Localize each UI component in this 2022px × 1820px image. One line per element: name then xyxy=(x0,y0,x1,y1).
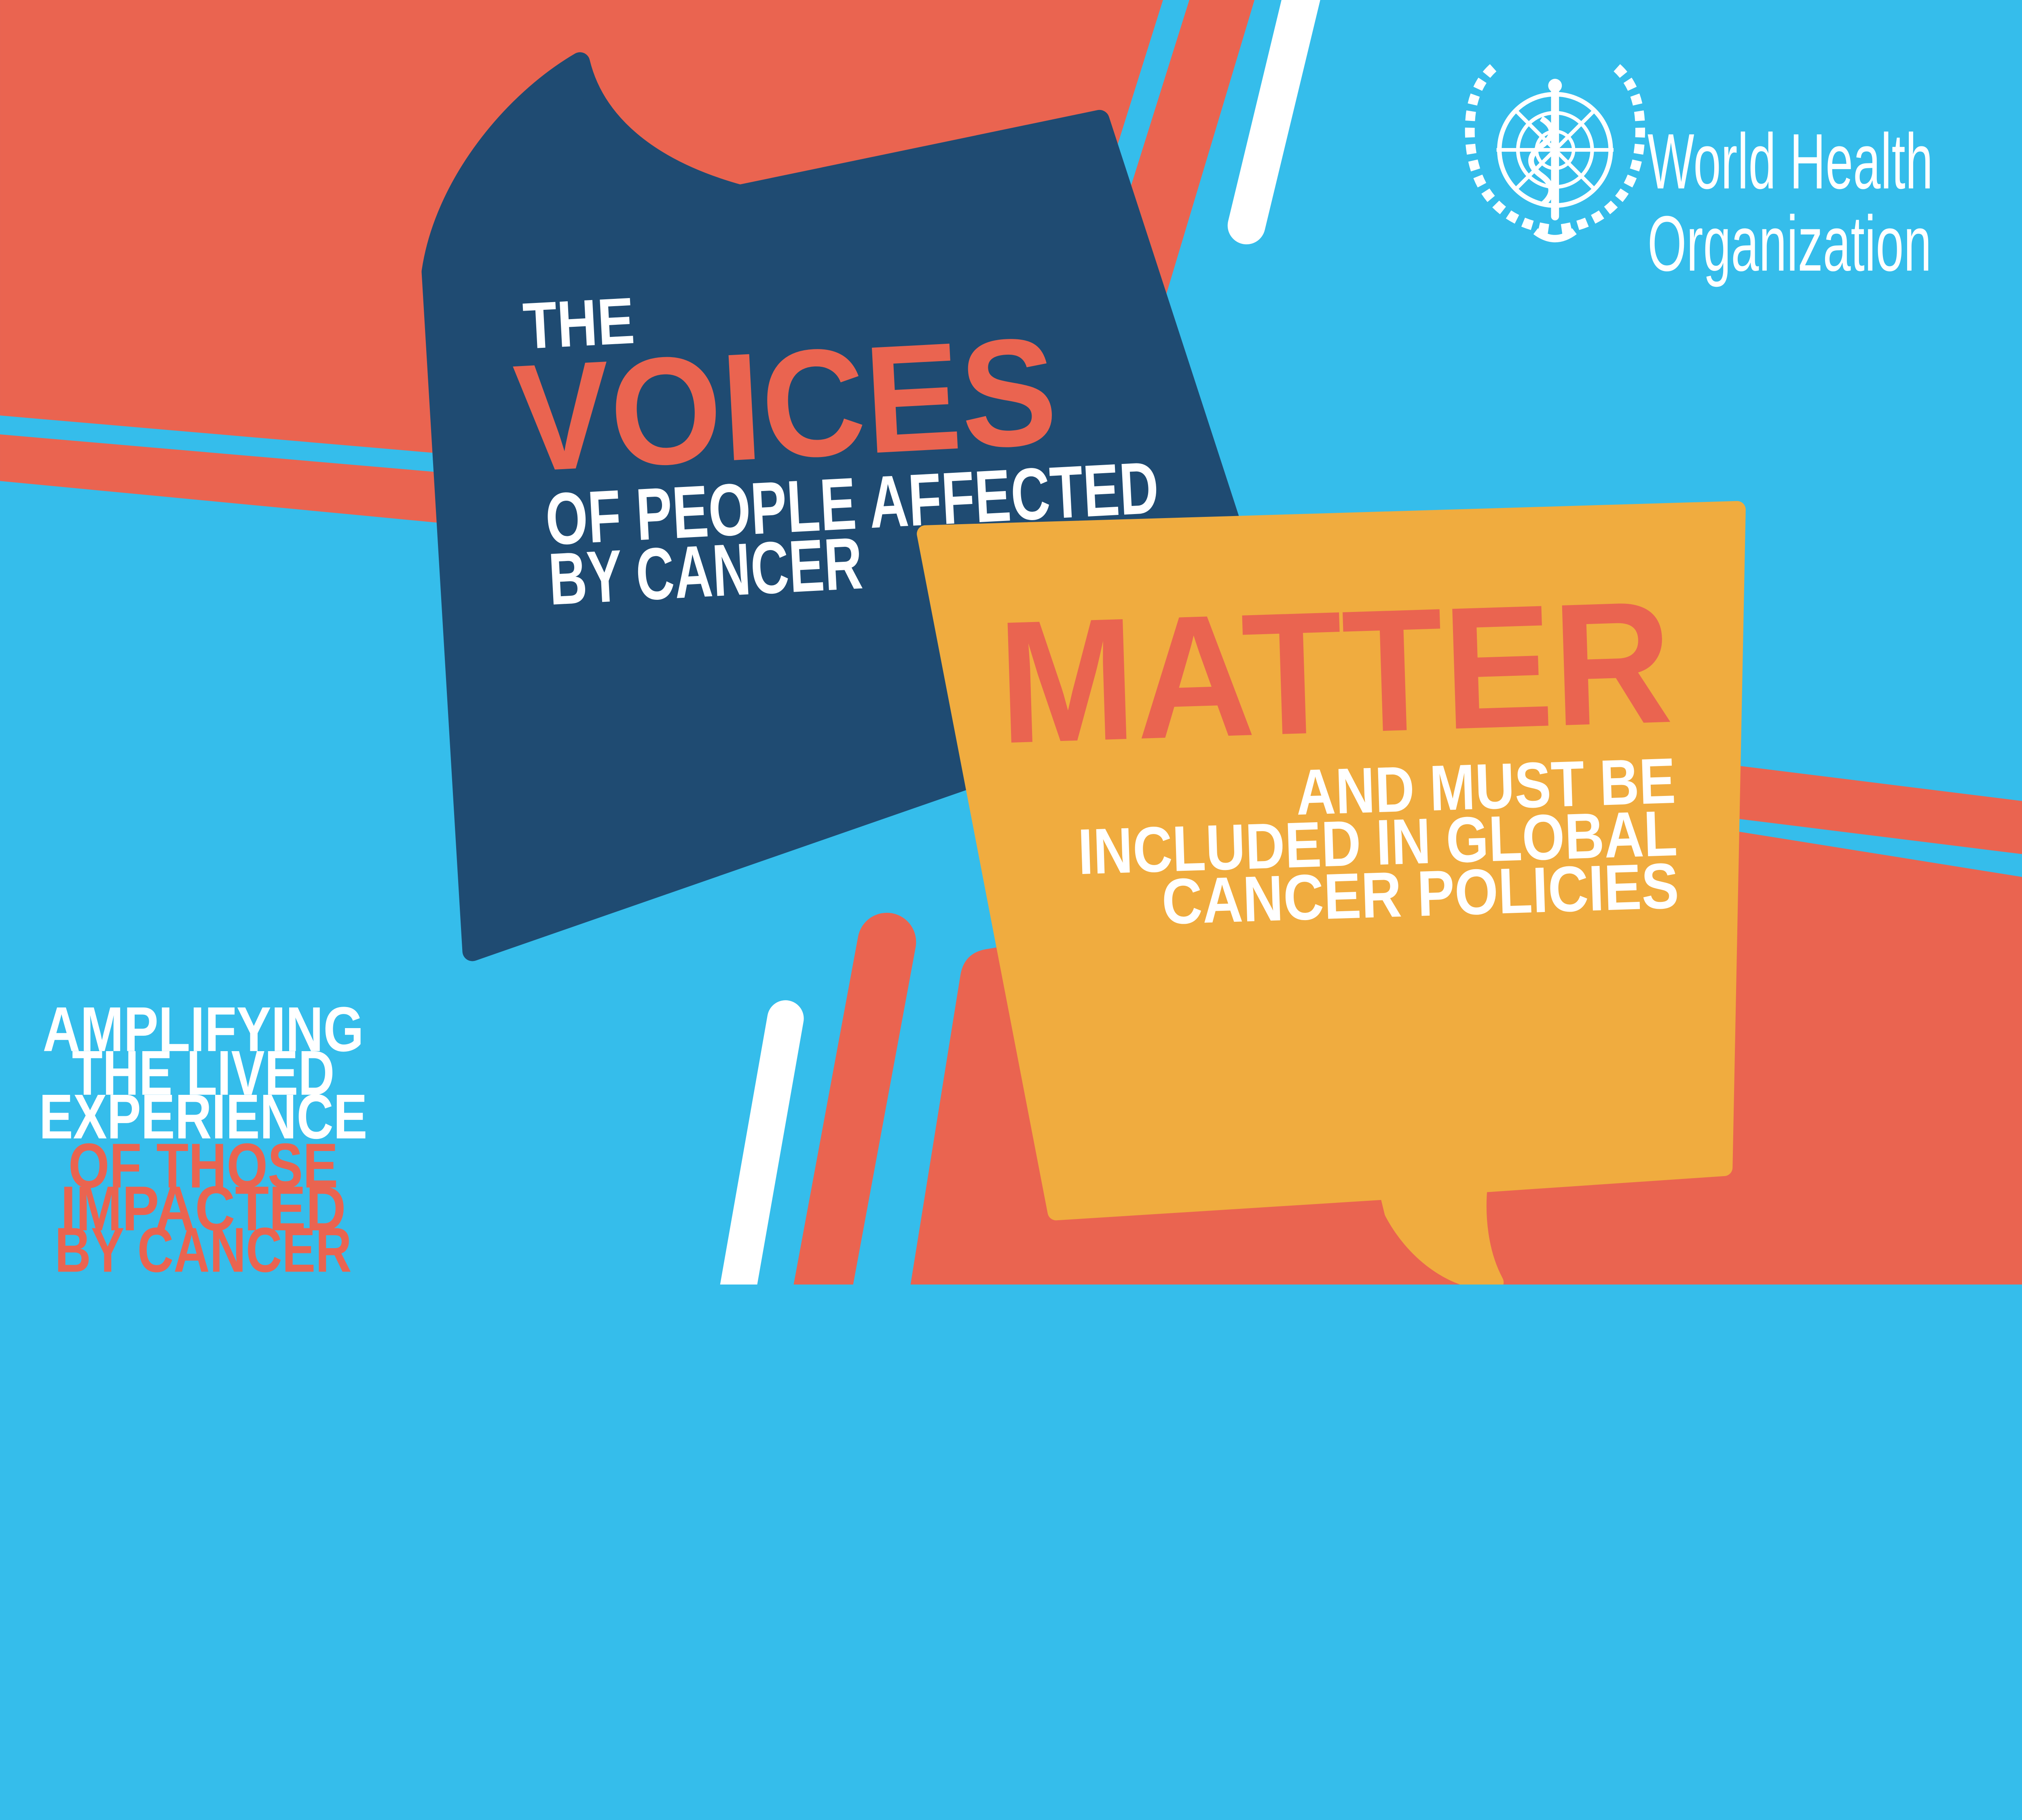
top-white-stripe xyxy=(1227,0,1320,245)
who-emblem-icon xyxy=(1465,62,1645,243)
tagline-white-line3: EXPERIENCE xyxy=(39,1081,368,1152)
yellow-bubble-text-group: MATTER AND MUST BE INCLUDED IN GLOBAL CA… xyxy=(995,565,1680,938)
dark-bubble-kicker: THE xyxy=(521,284,636,363)
right-orange-stripe xyxy=(1698,760,2022,854)
dark-bubble-line2: BY CANCER xyxy=(547,522,865,620)
dark-bubble-headline: VOICES xyxy=(510,305,1061,504)
who-wordmark-line2: Organization xyxy=(1648,200,1931,288)
tagline-text-group: AMPLIFYING THE LIVED EXPERIENCE OF THOSE… xyxy=(39,994,368,1285)
laurel-left xyxy=(1465,62,1549,234)
yellow-bubble-headline: MATTER xyxy=(995,565,1675,780)
poster-canvas: THE VOICES OF PEOPLE AFFECTED BY CANCER … xyxy=(0,0,2022,1285)
laurel-right xyxy=(1561,62,1645,234)
bottom-orange-stripe xyxy=(793,912,916,1285)
tagline-orange-line3: BY CANCER xyxy=(55,1215,352,1285)
tagline-orange-line1: OF THOSE xyxy=(68,1130,338,1201)
staff-knob xyxy=(1548,78,1562,93)
who-logo: World Health Organization xyxy=(1465,62,1933,288)
tagline-white-line1: AMPLIFYING xyxy=(43,994,364,1065)
tagline-orange-line2: IMPACTED xyxy=(61,1173,346,1244)
tagline-white-line2: THE LIVED xyxy=(72,1038,334,1109)
yellow-bubble-line3: CANCER POLICIES xyxy=(1161,850,1680,938)
speech-bubble-yellow xyxy=(917,501,1746,1285)
who-wordmark-line1: World Health xyxy=(1648,118,1933,205)
asclepius-snake xyxy=(1528,116,1555,206)
bottom-white-stripe xyxy=(720,1000,804,1285)
laurel-tie xyxy=(1533,228,1577,243)
yellow-bubble-line1: AND MUST BE xyxy=(1295,745,1677,828)
poster-svg: THE VOICES OF PEOPLE AFFECTED BY CANCER … xyxy=(0,0,2022,1285)
